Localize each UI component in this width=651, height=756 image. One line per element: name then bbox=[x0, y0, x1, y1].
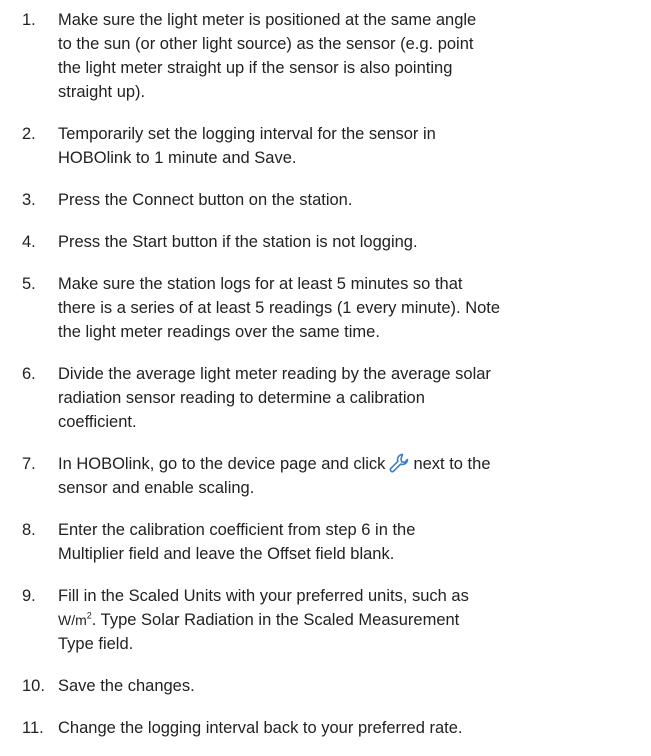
line: W/m2. Type Solar Radiation in the Scaled… bbox=[58, 608, 651, 632]
text: next to the bbox=[413, 455, 491, 473]
text: Enter the calibration coefficient from s… bbox=[58, 521, 416, 539]
text: Press the Start button if the station is… bbox=[58, 233, 418, 251]
step: 11. Change the logging interval back to y… bbox=[0, 716, 651, 740]
text: Temporarily set the logging interval for… bbox=[58, 125, 436, 143]
text: Fill in the Scaled Units with your prefe… bbox=[58, 587, 469, 605]
step-number: 10. bbox=[22, 677, 45, 695]
step-number: 9. bbox=[22, 587, 36, 605]
text: Make sure the light meter is positioned … bbox=[58, 11, 477, 29]
text: the light meter straight up if the senso… bbox=[58, 59, 453, 77]
text: straight up). bbox=[58, 83, 146, 101]
step-number: 3. bbox=[22, 191, 36, 209]
superscript: 2 bbox=[86, 610, 92, 621]
text: sensor and enable scaling. bbox=[58, 479, 255, 497]
unit: W/m bbox=[58, 612, 87, 628]
steps-list: 1. Make sure the light meter is positione… bbox=[0, 8, 651, 740]
step: 5. Make sure the station logs for at leas… bbox=[0, 272, 651, 344]
step-number: 1. bbox=[22, 11, 36, 29]
line: In HOBOlink, go to the device page and c… bbox=[58, 452, 651, 476]
text: coefficient. bbox=[58, 413, 137, 431]
text: Make sure the station logs for at least … bbox=[58, 275, 463, 293]
text: In HOBOlink, go to the device page and c… bbox=[58, 455, 386, 473]
step: 8. Enter the calibration coefficient from… bbox=[0, 518, 651, 566]
text: Change the logging interval back to your… bbox=[58, 719, 463, 737]
step-number: 8. bbox=[22, 521, 36, 539]
text: . Type Solar Radiation in the Scaled Mea… bbox=[91, 611, 460, 629]
step: 10. Save the changes. bbox=[0, 674, 651, 698]
text: Divide the average light meter reading b… bbox=[58, 365, 491, 383]
text: radiation sensor reading to determine a … bbox=[58, 389, 425, 407]
step: 1. Make sure the light meter is positione… bbox=[0, 8, 651, 104]
text: Multiplier field and leave the Offset fi… bbox=[58, 545, 395, 563]
text: Save the changes. bbox=[58, 677, 195, 695]
step: 4. Press the Start button if the station … bbox=[0, 230, 651, 254]
step-number: 2. bbox=[22, 125, 36, 143]
text: there is a series of at least 5 readings… bbox=[58, 299, 501, 317]
step-number: 5. bbox=[22, 275, 36, 293]
step: 9. Fill in the Scaled Units with your pre… bbox=[0, 584, 651, 656]
step-number: 7. bbox=[22, 455, 36, 473]
step: 2. Temporarily set the logging interval f… bbox=[0, 122, 651, 170]
text: Press the Connect button on the station. bbox=[58, 191, 353, 209]
text: to the sun (or other light source) as th… bbox=[58, 35, 474, 53]
wrench-icon bbox=[390, 453, 409, 473]
step-number: 11. bbox=[22, 719, 44, 737]
step-number: 6. bbox=[22, 365, 36, 383]
text: HOBOlink to 1 minute and Save. bbox=[58, 149, 297, 167]
step: 3. Press the Connect button on the statio… bbox=[0, 188, 651, 212]
text: Type field. bbox=[58, 635, 134, 653]
step-number: 4. bbox=[22, 233, 36, 251]
step: 6. Divide the average light meter reading… bbox=[0, 362, 651, 434]
text: the light meter readings over the same t… bbox=[58, 323, 380, 341]
step: 7. In HOBOlink, go to the device page and… bbox=[0, 452, 651, 500]
